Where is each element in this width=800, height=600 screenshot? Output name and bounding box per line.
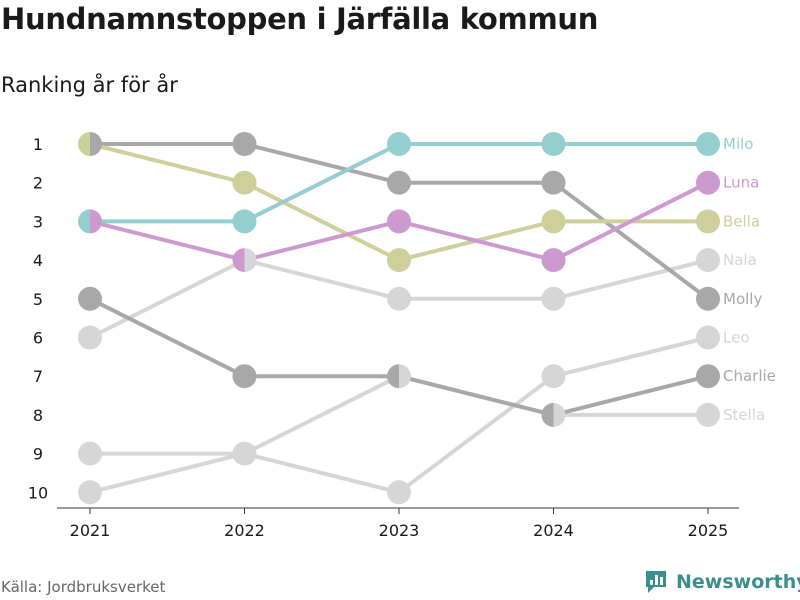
y-axis-ticks: 1 2 3 4 5 6 7 8 9 10	[28, 135, 48, 502]
data-point	[78, 441, 102, 466]
data-point	[696, 132, 720, 156]
series-points	[78, 132, 720, 505]
brand-name: Newsworthy	[676, 571, 800, 593]
data-point	[90, 209, 102, 234]
y-tick-label: 1	[33, 135, 43, 154]
brand[interactable]: Newsworthy	[644, 569, 800, 595]
x-axis-ticks: 2021 2022 2023 2024 2025	[70, 508, 729, 540]
data-point	[232, 248, 245, 273]
data-point	[399, 364, 411, 389]
data-point	[78, 209, 90, 234]
data-point	[541, 170, 566, 195]
data-point	[90, 132, 102, 156]
series-end-label: Nala	[723, 251, 757, 269]
data-point	[387, 480, 411, 505]
data-point	[696, 286, 720, 311]
x-tick-label: 2021	[70, 521, 111, 540]
series-lines	[89, 142, 710, 495]
series-end-labels: Stella Leo Nala Charlie Molly Bella Luna Milo	[723, 135, 776, 424]
data-point	[232, 441, 245, 466]
data-point	[541, 286, 566, 311]
data-point	[541, 209, 566, 234]
data-point	[696, 209, 720, 234]
data-point	[232, 170, 257, 195]
newsworthy-logo-icon	[644, 569, 668, 595]
data-point	[78, 325, 102, 350]
data-point	[387, 132, 411, 156]
data-point	[244, 248, 257, 273]
data-point	[541, 364, 566, 389]
data-point	[541, 132, 566, 156]
x-tick-label: 2023	[379, 521, 420, 540]
data-point	[696, 248, 720, 273]
data-point	[387, 209, 411, 234]
data-point	[387, 286, 411, 311]
y-tick-label: 10	[28, 483, 48, 502]
data-point	[553, 402, 566, 427]
data-point	[541, 248, 566, 273]
data-point	[78, 132, 90, 156]
series-end-label: Charlie	[723, 367, 776, 385]
chart-title: Hundnamnstoppen i Järfälla kommun	[1, 2, 599, 36]
series-end-label: Milo	[723, 135, 753, 153]
data-point	[696, 325, 720, 350]
source-note: Källa: Jordbruksverket	[1, 578, 166, 596]
data-point	[232, 132, 257, 156]
data-point	[78, 286, 102, 311]
data-point	[387, 248, 411, 273]
data-point	[244, 441, 257, 466]
chart-subtitle: Ranking år för år	[1, 73, 178, 97]
series-end-label: Luna	[723, 174, 759, 192]
data-point	[696, 402, 720, 427]
series-end-label: Bella	[723, 212, 760, 230]
y-tick-label: 5	[33, 290, 43, 309]
y-tick-label: 9	[33, 445, 43, 464]
y-tick-label: 3	[33, 212, 43, 231]
y-tick-label: 2	[33, 174, 43, 193]
x-tick-label: 2024	[533, 521, 574, 540]
y-tick-label: 7	[33, 367, 43, 386]
series-end-label: Leo	[723, 329, 750, 347]
series-line	[89, 297, 709, 417]
data-point	[232, 209, 257, 234]
y-tick-label: 4	[33, 251, 43, 270]
data-point	[696, 364, 720, 389]
series-end-label: Stella	[723, 406, 765, 424]
series-end-label: Molly	[723, 290, 762, 308]
data-point	[387, 364, 399, 389]
data-point	[387, 170, 411, 195]
data-point	[78, 480, 102, 505]
x-tick-label: 2025	[688, 521, 729, 540]
y-tick-label: 6	[33, 329, 43, 348]
x-tick-label: 2022	[224, 521, 265, 540]
data-point	[696, 170, 720, 195]
data-point	[541, 402, 554, 427]
y-tick-label: 8	[33, 406, 43, 425]
data-point	[232, 364, 257, 389]
